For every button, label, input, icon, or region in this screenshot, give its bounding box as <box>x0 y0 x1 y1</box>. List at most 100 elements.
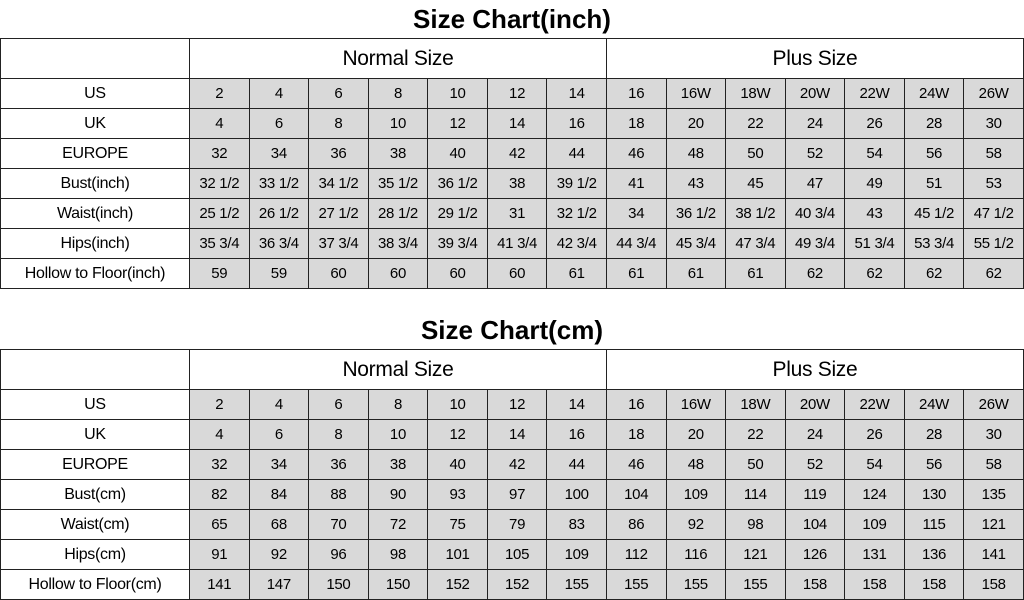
size-cell: 34 1/2 <box>308 168 369 199</box>
size-cell: 41 <box>605 168 667 199</box>
size-cell: 41 3/4 <box>486 228 548 259</box>
size-cell: 36 1/2 <box>665 198 727 229</box>
size-cell: 155 <box>665 569 727 600</box>
size-cell: 55 1/2 <box>963 228 1024 259</box>
size-cell: 34 <box>605 198 667 229</box>
row-label: EUROPE <box>0 449 190 480</box>
table-row: EUROPE 32 34 36 38 40 42 44 46 48 50 52 54 56 58 <box>0 138 1024 169</box>
size-cell: 29 1/2 <box>427 198 488 229</box>
size-cell: 8 <box>308 419 369 450</box>
size-cell: 59 <box>189 258 250 289</box>
size-cell: 90 <box>367 479 429 510</box>
size-cell: 104 <box>605 479 667 510</box>
size-cell: 42 3/4 <box>546 228 607 259</box>
size-cell: 61 <box>546 258 607 289</box>
size-cell: 20W <box>784 389 846 420</box>
group-plus-size: Plus Size <box>605 349 1024 390</box>
table-row: US 2 4 6 8 10 12 14 16 16W 18W 20W 22W 24W 26W <box>0 389 1024 420</box>
size-cell: 14 <box>546 78 607 109</box>
table-row: Hollow to Floor(inch) 59 59 60 60 60 60 61 61 61 6… <box>0 258 1024 289</box>
row-label: UK <box>0 419 190 450</box>
size-cell: 52 <box>784 449 846 480</box>
size-cell: 32 1/2 <box>546 198 607 229</box>
size-cell: 46 <box>605 138 667 169</box>
size-cell: 54 <box>844 138 905 169</box>
size-cell: 32 <box>189 138 250 169</box>
size-cell: 155 <box>605 569 667 600</box>
size-cell: 20W <box>784 78 846 109</box>
row-label: Waist(cm) <box>0 509 190 540</box>
size-cell: 82 <box>189 479 250 510</box>
size-cell: 59 <box>248 258 310 289</box>
size-cell: 10 <box>367 108 429 139</box>
size-cell: 43 <box>665 168 727 199</box>
size-cell: 100 <box>546 479 607 510</box>
size-cell: 52 <box>784 138 846 169</box>
size-cell: 34 <box>248 138 310 169</box>
size-cell: 22 <box>725 419 786 450</box>
size-cell: 60 <box>367 258 429 289</box>
size-cell: 35 3/4 <box>189 228 250 259</box>
size-cell: 60 <box>486 258 548 289</box>
size-table: Normal Size Plus Size US 2 4 6 8 10 12 14 16 16W 18W… <box>0 38 1024 289</box>
size-cell: 38 <box>367 449 429 480</box>
size-cell: 4 <box>189 108 250 139</box>
size-cell: 124 <box>844 479 905 510</box>
size-cell: 58 <box>963 138 1024 169</box>
size-cell: 147 <box>248 569 310 600</box>
size-cell: 44 <box>546 449 607 480</box>
size-cell: 152 <box>486 569 548 600</box>
size-cell: 35 1/2 <box>367 168 429 199</box>
row-label: Hips(inch) <box>0 228 190 259</box>
size-cell: 68 <box>248 509 310 540</box>
table-row: Hollow to Floor(cm) 141 147 150 150 152 152 155… <box>0 569 1024 600</box>
size-cell: 14 <box>546 389 607 420</box>
size-cell: 40 3/4 <box>784 198 846 229</box>
size-cell: 45 1/2 <box>903 198 965 229</box>
size-cell: 12 <box>486 78 548 109</box>
size-cell: 28 <box>903 108 965 139</box>
size-cell: 6 <box>248 108 310 139</box>
size-cell: 152 <box>427 569 488 600</box>
size-cell: 56 <box>903 138 965 169</box>
size-cell: 75 <box>427 509 488 540</box>
table-row: Hips(inch) 35 3/4 36 3/4 37 3/4 38 3/4 39 3/4… <box>0 228 1024 259</box>
row-label: US <box>0 78 190 109</box>
corner-cell <box>0 349 190 390</box>
size-cell: 84 <box>248 479 310 510</box>
row-label: Bust(inch) <box>0 168 190 199</box>
size-chart-inch: Size Chart(inch) Normal Size Plus Size US 2 4… <box>0 0 1024 289</box>
size-cell: 72 <box>367 509 429 540</box>
row-label: UK <box>0 108 190 139</box>
size-cell: 32 <box>189 449 250 480</box>
size-cell: 51 <box>903 168 965 199</box>
size-cell: 46 <box>605 449 667 480</box>
size-cell: 26 1/2 <box>248 198 310 229</box>
size-cell: 8 <box>367 78 429 109</box>
size-cell: 158 <box>903 569 965 600</box>
size-cell: 36 <box>308 138 369 169</box>
size-cell: 104 <box>784 509 846 540</box>
size-cell: 50 <box>725 449 786 480</box>
size-cell: 150 <box>367 569 429 600</box>
size-cell: 136 <box>903 539 965 570</box>
row-label: Hips(cm) <box>0 539 190 570</box>
size-cell: 48 <box>665 449 727 480</box>
size-cell: 93 <box>427 479 488 510</box>
size-cell: 16 <box>605 78 667 109</box>
size-cell: 105 <box>486 539 548 570</box>
size-cell: 2 <box>189 389 250 420</box>
size-cell: 79 <box>486 509 548 540</box>
size-cell: 96 <box>308 539 369 570</box>
size-cell: 18W <box>725 78 786 109</box>
size-cell: 43 <box>844 198 905 229</box>
size-cell: 26W <box>963 78 1024 109</box>
size-cell: 31 <box>486 198 548 229</box>
size-cell: 26 <box>844 108 905 139</box>
size-cell: 10 <box>367 419 429 450</box>
size-cell: 119 <box>784 479 846 510</box>
size-cell: 109 <box>546 539 607 570</box>
size-cell: 114 <box>725 479 786 510</box>
size-cell: 39 1/2 <box>546 168 607 199</box>
size-cell: 8 <box>367 389 429 420</box>
